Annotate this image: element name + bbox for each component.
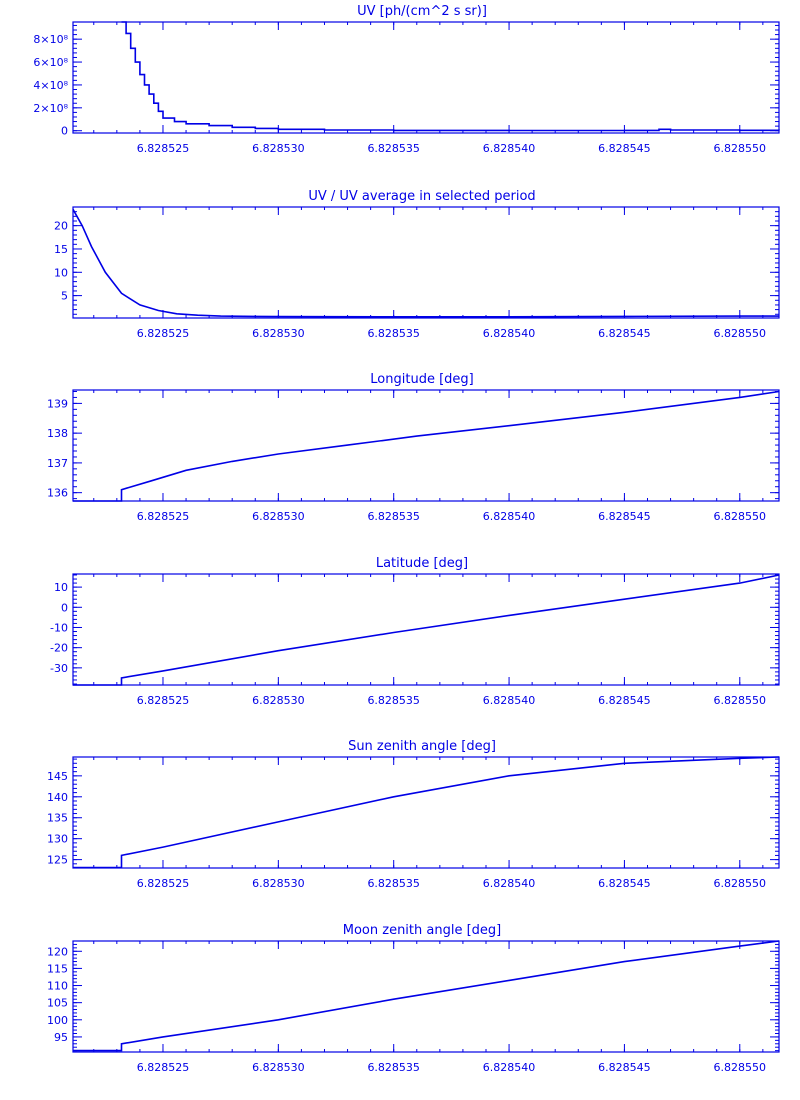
latitude-panel: Latitude [deg] -30 -20 -10 0 10 6.828525 6.82…: [50, 556, 780, 707]
x-tick-label: 6.828530: [252, 327, 305, 340]
plot-frame: [72, 940, 780, 1053]
x-tick-label: 6.828530: [252, 510, 305, 523]
uv-ratio-panel: UV / UV average in selected period 5 10 15…: [54, 189, 780, 340]
x-tick-label: 6.828525: [137, 510, 190, 523]
moon-zenith-panel: Moon zenith angle [deg] 95 100 105 110 115 12…: [47, 923, 780, 1074]
series-line-uv: [121, 21, 780, 132]
y-tick-label: 145: [47, 770, 68, 783]
panel-title-sun-zenith: Sun zenith angle [deg]: [348, 739, 496, 754]
y-tick-label: 10: [54, 266, 68, 279]
y-tick-label: 138: [47, 427, 68, 440]
x-tick-label: 6.828540: [483, 1061, 536, 1074]
y-tick-label: -10: [50, 621, 68, 634]
y-tick-label: 136: [47, 487, 68, 500]
plot-frame: [72, 573, 780, 686]
plot-frame: [72, 21, 780, 134]
y-tick-label: 130: [47, 833, 68, 846]
series-line-uv-ratio: [72, 208, 779, 318]
x-tick-label: 6.828525: [137, 1061, 190, 1074]
x-tick-label: 6.828535: [367, 327, 420, 340]
y-tick-label: 139: [47, 397, 68, 410]
x-tick-label: 6.828535: [367, 694, 420, 707]
y-tick-label: 137: [47, 457, 68, 470]
x-tick-label: 6.828540: [483, 510, 536, 523]
x-tick-label: 6.828550: [714, 877, 767, 890]
x-tick-label: 6.828540: [483, 877, 536, 890]
panel-title-uv-ratio: UV / UV average in selected period: [308, 189, 535, 204]
x-tick-label: 6.828550: [714, 142, 767, 155]
y-tick-label: 120: [47, 945, 68, 958]
y-tick-label: 100: [47, 1014, 68, 1027]
x-tick-label: 6.828535: [367, 510, 420, 523]
x-tick-label: 6.828530: [252, 142, 305, 155]
x-tick-label: 6.828530: [252, 694, 305, 707]
x-tick-label: 6.828535: [367, 142, 420, 155]
y-tick-label: 140: [47, 791, 68, 804]
x-tick-label: 6.828550: [714, 327, 767, 340]
y-tick-label: -30: [50, 662, 68, 675]
y-tick-label: 105: [47, 997, 68, 1010]
y-tick-label: 15: [54, 243, 68, 256]
y-tick-label: 5: [61, 290, 68, 303]
y-tick-label: 20: [54, 220, 68, 233]
x-tick-label: 6.828525: [137, 327, 190, 340]
x-tick-label: 6.828535: [367, 1061, 420, 1074]
x-tick-label: 6.828525: [137, 142, 190, 155]
x-tick-label: 6.828525: [137, 877, 190, 890]
y-tick-label: 8×10⁸: [33, 33, 68, 46]
y-tick-label: 0: [61, 601, 68, 614]
x-tick-label: 6.828525: [137, 694, 190, 707]
x-tick-label: 6.828545: [598, 510, 651, 523]
y-tick-label: 115: [47, 962, 68, 975]
y-tick-label: 125: [47, 854, 68, 867]
panel-title-longitude: Longitude [deg]: [370, 372, 473, 387]
y-tick-label: 135: [47, 812, 68, 825]
plot-frame: [72, 206, 780, 319]
panel-title-latitude: Latitude [deg]: [376, 556, 468, 571]
y-tick-label: 4×10⁸: [33, 79, 68, 92]
y-tick-label: 95: [54, 1031, 68, 1044]
x-tick-label: 6.828545: [598, 327, 651, 340]
x-tick-label: 6.828545: [598, 877, 651, 890]
series-line-sun-zenith: [73, 756, 780, 869]
panel-title-uv: UV [ph/(cm^2 s sr)]: [357, 4, 487, 19]
x-tick-label: 6.828530: [252, 877, 305, 890]
panel-title-moon-zenith: Moon zenith angle [deg]: [343, 923, 501, 938]
y-tick-label: 10: [54, 581, 68, 594]
x-tick-label: 6.828535: [367, 877, 420, 890]
series-line-moon-zenith: [73, 940, 780, 1052]
x-tick-label: 6.828545: [598, 694, 651, 707]
x-tick-label: 6.828550: [714, 510, 767, 523]
series-line-latitude: [73, 574, 780, 686]
x-tick-label: 6.828545: [598, 1061, 651, 1074]
y-tick-label: 110: [47, 980, 68, 993]
x-tick-label: 6.828545: [598, 142, 651, 155]
y-tick-label: 2×10⁸: [33, 102, 68, 115]
y-tick-label: -20: [50, 642, 68, 655]
uv-panel: UV [ph/(cm^2 s sr)] 0 2×10⁸ 4×10⁸ 6×10⁸ 8×10…: [33, 4, 780, 155]
plot-frame: [72, 756, 780, 869]
sun-zenith-panel: Sun zenith angle [deg] 125 130 135 140 145 6…: [47, 739, 780, 890]
x-tick-label: 6.828540: [483, 142, 536, 155]
x-tick-label: 6.828550: [714, 694, 767, 707]
y-tick-label: 0: [61, 125, 68, 138]
y-tick-label: 6×10⁸: [33, 56, 68, 69]
x-tick-label: 6.828540: [483, 327, 536, 340]
longitude-panel: Longitude [deg] 136 137 138 139 6.828525 6.8…: [47, 372, 780, 523]
x-tick-label: 6.828540: [483, 694, 536, 707]
series-line-longitude: [73, 390, 780, 502]
x-tick-label: 6.828530: [252, 1061, 305, 1074]
x-tick-label: 6.828550: [714, 1061, 767, 1074]
